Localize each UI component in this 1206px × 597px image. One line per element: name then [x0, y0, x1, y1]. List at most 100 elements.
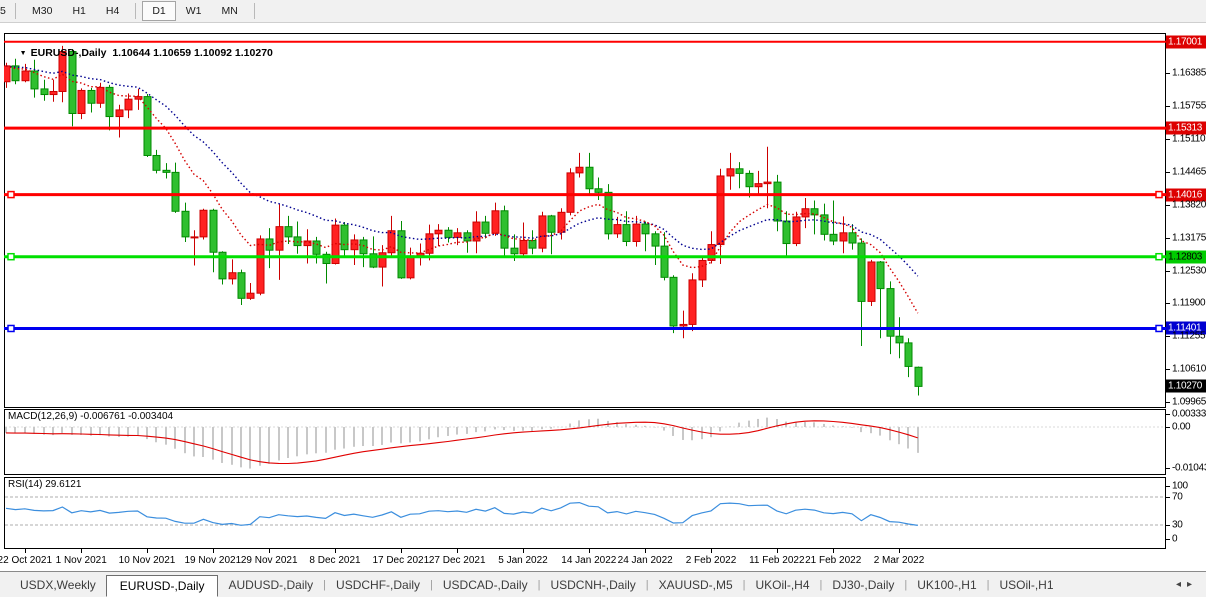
date-tick-label: 19 Nov 2021	[184, 555, 242, 566]
rsi-tick-label: 30	[1172, 519, 1183, 531]
candle-down	[641, 223, 650, 235]
price-badge-green: 1.12803	[1166, 250, 1206, 264]
candle-down	[547, 215, 556, 233]
tab-usdchf-daily[interactable]: USDCHF-,Daily	[336, 578, 421, 592]
hline-handle[interactable]	[1155, 252, 1163, 261]
tab-dj30-daily[interactable]: DJ30-,Daily	[832, 578, 895, 592]
hline-handle[interactable]	[1155, 190, 1163, 199]
timeframe-h1-button[interactable]: H1	[72, 5, 86, 17]
hline-handle[interactable]	[1155, 324, 1163, 333]
candle-down	[444, 229, 453, 238]
tab-separator: |	[904, 579, 908, 591]
timeframe-m5-button-partial[interactable]: 5	[0, 5, 6, 17]
price-badge-red: 1.15313	[1166, 121, 1206, 135]
tab-uk100-h1[interactable]: UK100-,H1	[917, 578, 977, 592]
candle-down	[171, 171, 180, 212]
price-tick-mark	[1166, 105, 1170, 107]
rsi-line	[5, 501, 918, 526]
rsi-pane[interactable]	[4, 477, 1166, 549]
candle-down	[397, 230, 406, 279]
candle-up	[613, 224, 622, 235]
tab-scroll-left-icon[interactable]: ◂	[1175, 579, 1187, 590]
date-tick-label: 27 Dec 2021	[428, 555, 486, 566]
tab-xauusd-m5[interactable]: XAUUSD-,M5	[658, 578, 733, 592]
tab-eurusd-daily[interactable]: EURUSD-,Daily	[105, 574, 219, 597]
tab-audusd-daily[interactable]: AUDUSD-,Daily	[228, 578, 314, 592]
price-tick-label: 1.14465	[1172, 166, 1206, 178]
candle-up	[256, 238, 265, 294]
tab-usdcnh-daily[interactable]: USDCNH-,Daily	[550, 578, 636, 592]
candle-down	[284, 226, 293, 238]
candle-down	[369, 253, 378, 268]
date-tick-label: 2 Feb 2022	[685, 555, 737, 566]
tab-scroll-right-icon[interactable]: ▸	[1186, 579, 1198, 590]
date-tick-mark	[81, 549, 83, 553]
tab-separator: |	[986, 579, 990, 591]
hline-handle[interactable]	[7, 324, 15, 333]
candle-up	[303, 240, 312, 247]
macd-pane[interactable]	[4, 409, 1166, 475]
candle-up	[199, 209, 208, 238]
date-tick-mark	[711, 549, 712, 553]
candle-up	[726, 168, 735, 177]
candle-up	[115, 109, 124, 118]
chart-dropdown-icon[interactable]: ▼	[19, 50, 27, 57]
macd-tick-mark	[1166, 467, 1170, 469]
tab-usdx-weekly[interactable]: USDX,Weekly	[20, 578, 96, 592]
candle-up	[134, 96, 143, 100]
candle-up	[350, 239, 359, 251]
timeframe-d1-button[interactable]: D1	[142, 1, 176, 21]
date-tick-mark	[457, 549, 459, 553]
price-tick-label: 1.13175	[1172, 232, 1206, 244]
timeframe-m30-button[interactable]: M30	[32, 5, 53, 17]
candle-down	[594, 188, 603, 193]
price-badge-red: 1.17001	[1166, 35, 1206, 49]
date-tick-mark	[212, 549, 214, 553]
main-pane-border	[4, 33, 1166, 408]
candle-down	[660, 245, 669, 278]
price-tick-mark	[1166, 73, 1170, 75]
date-tick-label: 14 Jan 2022	[561, 555, 617, 566]
price-tick-mark	[1166, 270, 1170, 272]
tab-ukoil-h4[interactable]: UKOil-,H4	[755, 578, 810, 592]
candle-down	[143, 96, 152, 156]
price-tick-label: 1.13820	[1172, 199, 1206, 211]
candle-up	[21, 70, 30, 82]
hline-handle[interactable]	[7, 190, 15, 199]
candle-up	[679, 323, 688, 327]
date-tick-label: 22 Oct 2021	[0, 555, 53, 566]
candle-down	[810, 208, 819, 216]
timeframe-mn-button[interactable]: MN	[221, 5, 238, 17]
chart-title: ▼ EURUSD-,Daily 1.10644 1.10659 1.10092 1…	[8, 35, 273, 71]
price-tick-mark	[1166, 171, 1170, 173]
date-tick-mark	[588, 549, 590, 553]
date-tick-mark	[335, 549, 336, 553]
tab-separator: |	[645, 579, 649, 591]
candle-up	[406, 255, 415, 279]
price-tick-label: 1.16385	[1172, 67, 1206, 79]
timeframe-h4-button[interactable]: H4	[105, 5, 120, 17]
candle-up	[190, 236, 199, 239]
candle-up	[557, 211, 566, 233]
main-chart-pane[interactable]	[4, 33, 1166, 408]
tab-usdcad-daily[interactable]: USDCAD-,Daily	[442, 578, 528, 592]
candle-down	[528, 239, 537, 249]
candle-up	[472, 221, 481, 242]
hline-handle[interactable]	[7, 252, 15, 261]
chart-tabbar: USDX,Weekly EURUSD-,Daily AUDUSD-,Daily | US…	[0, 571, 1206, 597]
price-badge-black: 1.10270	[1166, 379, 1206, 393]
candle-up	[228, 272, 237, 280]
price-tick-label: 1.11900	[1172, 297, 1206, 309]
price-tick-mark	[1166, 204, 1170, 206]
timeframe-w1-button[interactable]: W1	[185, 5, 202, 17]
tab-separator: |	[430, 579, 433, 591]
price-badge-blue: 1.11401	[1166, 321, 1206, 335]
price-tick-label: 1.15110	[1172, 133, 1206, 145]
tab-usoil-h1[interactable]: USOil-,H1	[999, 578, 1054, 592]
candle-up	[49, 90, 58, 96]
candle-up	[716, 175, 725, 246]
candle-down	[895, 335, 904, 344]
candle-down	[40, 88, 49, 96]
candle-up	[275, 226, 284, 251]
ma-slow-line	[5, 65, 919, 277]
